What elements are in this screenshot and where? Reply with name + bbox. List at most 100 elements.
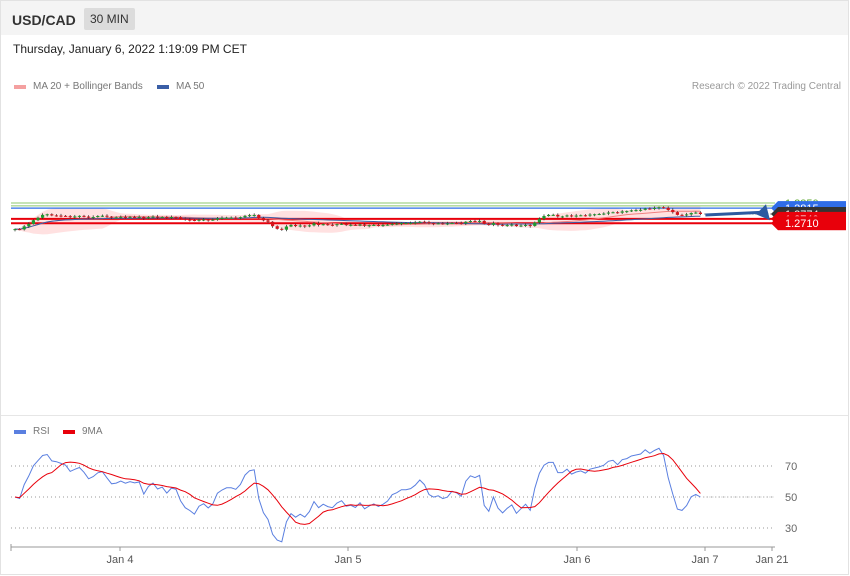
candle <box>560 216 564 218</box>
candle <box>243 215 247 218</box>
candle <box>689 212 693 215</box>
candle <box>602 213 606 215</box>
candle <box>298 225 302 227</box>
candle <box>404 223 408 225</box>
candle <box>652 207 656 209</box>
candle <box>685 214 689 216</box>
candle <box>542 216 546 219</box>
candle <box>31 220 35 224</box>
legend-ma20-label: MA 20 + Bollinger Bands <box>33 81 143 92</box>
ma9-swatch <box>63 429 75 434</box>
candle <box>330 224 334 226</box>
candle <box>349 224 353 226</box>
pane-separator <box>1 415 848 416</box>
forecast-arrow <box>705 210 766 217</box>
candle <box>188 219 192 221</box>
candle <box>473 221 477 223</box>
candle <box>87 216 91 218</box>
candle <box>275 226 279 229</box>
candle <box>565 215 569 217</box>
candle <box>409 222 413 224</box>
candle <box>648 208 652 210</box>
candle <box>445 223 449 225</box>
candle <box>593 214 597 216</box>
candle <box>294 224 298 227</box>
candle <box>629 210 633 212</box>
candle <box>358 224 362 226</box>
x-tick-label: Jan 6 <box>564 554 591 566</box>
candle <box>390 223 394 225</box>
candle <box>215 218 219 220</box>
candle <box>50 214 54 216</box>
candle <box>257 215 261 219</box>
x-tick-label: Jan 4 <box>107 554 134 566</box>
candle <box>73 216 77 218</box>
support-tag-arrow <box>771 216 778 231</box>
candle <box>137 216 141 218</box>
candle <box>478 220 482 222</box>
candle <box>321 224 325 226</box>
candle <box>505 225 509 227</box>
candle <box>36 217 40 221</box>
candle <box>312 223 316 226</box>
candle <box>317 223 321 225</box>
candle <box>146 217 150 219</box>
candle <box>206 219 210 221</box>
legend-rsi-label: RSI <box>33 426 50 437</box>
candle <box>418 221 422 223</box>
candle <box>248 215 252 217</box>
candle <box>110 216 114 218</box>
candle <box>634 210 638 212</box>
candle <box>386 224 390 226</box>
candle <box>165 217 169 219</box>
x-tick-label: Jan 7 <box>692 554 719 566</box>
rsi-swatch <box>14 429 26 434</box>
candle <box>363 224 367 226</box>
candle <box>547 214 551 217</box>
candle <box>91 217 95 219</box>
candle <box>427 222 431 224</box>
candle <box>597 214 601 215</box>
candle <box>344 223 348 225</box>
candle <box>13 229 17 231</box>
candle <box>570 215 574 217</box>
candle <box>675 212 679 215</box>
candle <box>662 207 666 209</box>
candle <box>432 223 436 225</box>
candle <box>307 225 311 227</box>
rsi-line <box>14 447 701 543</box>
legend-ma50: MA 50 <box>157 81 204 92</box>
candle <box>133 216 137 218</box>
candle <box>551 214 555 216</box>
candle <box>45 214 49 216</box>
candle <box>22 226 26 230</box>
candle <box>41 214 45 218</box>
ma50-swatch <box>157 84 169 89</box>
legend-9ma: 9MA <box>63 426 103 437</box>
candle <box>202 219 206 221</box>
candle <box>238 217 242 219</box>
candle <box>491 223 495 225</box>
candle <box>524 224 528 226</box>
candle <box>501 224 505 226</box>
timeframe-button[interactable]: 30 MIN <box>84 8 135 30</box>
candle <box>114 217 118 219</box>
candle <box>340 223 344 225</box>
candle <box>657 207 661 209</box>
candle <box>514 224 518 227</box>
candle <box>169 217 173 219</box>
candle <box>468 221 472 223</box>
candle <box>519 225 523 227</box>
ma50-line <box>14 215 701 230</box>
chart-header: USD/CAD 30 MIN <box>1 1 848 35</box>
candle <box>335 224 339 226</box>
bollinger-band <box>15 205 701 235</box>
candle <box>220 217 224 219</box>
candle <box>123 216 127 218</box>
ma20-line <box>14 210 701 230</box>
copyright-text: Research © 2022 Trading Central <box>691 81 841 92</box>
candle <box>579 215 583 217</box>
candle <box>556 214 560 217</box>
rsi-tick-label: 70 <box>785 461 797 473</box>
candle <box>422 221 426 223</box>
